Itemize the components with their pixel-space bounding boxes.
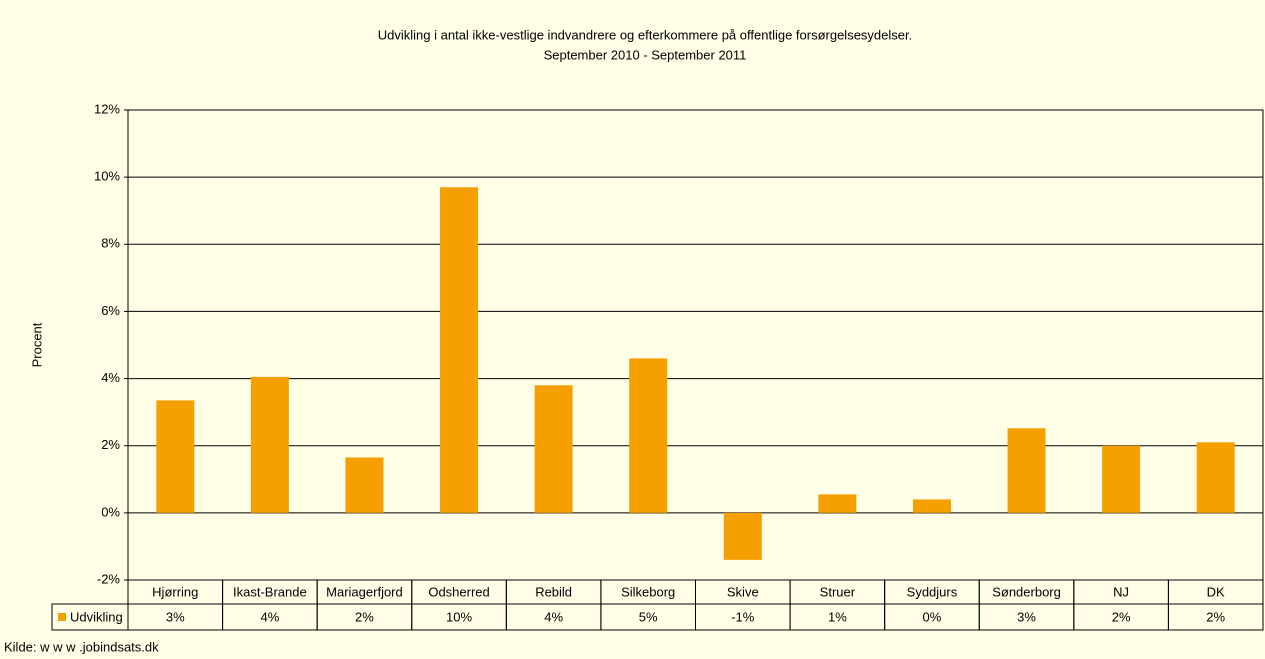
y-tick-label: 4%: [101, 370, 120, 385]
bar: [1007, 428, 1046, 513]
value-label: 2%: [355, 609, 374, 624]
value-label: 3%: [1017, 609, 1036, 624]
bar: [818, 494, 857, 513]
source-note: Kilde: w w w .jobindsats.dk: [4, 639, 159, 654]
value-label: 2%: [1112, 609, 1131, 624]
x-tick-label: Syddjurs: [907, 584, 958, 599]
y-tick-label: 10%: [94, 169, 120, 184]
y-tick-label: 8%: [101, 236, 120, 251]
x-tick-label: Hjørring: [152, 584, 198, 599]
chart-subtitle: September 2010 - September 2011: [544, 47, 747, 62]
x-tick-label: NJ: [1113, 584, 1129, 599]
bar: [250, 376, 289, 513]
value-label: 1%: [828, 609, 847, 624]
plot-border: [127, 109, 1264, 581]
chart-title: Udvikling i antal ikke-vestlige indvandr…: [378, 27, 912, 42]
x-tick-label: Skive: [727, 584, 759, 599]
value-label: 0%: [923, 609, 942, 624]
x-tick-label: Silkeborg: [621, 584, 675, 599]
x-tick-label: Odsherred: [428, 584, 489, 599]
y-axis-label: Procent: [29, 322, 44, 367]
x-tick-label: Ikast-Brande: [233, 584, 307, 599]
value-label: 4%: [260, 609, 279, 624]
bar: [440, 187, 479, 513]
bar: [912, 499, 951, 513]
bar: [723, 512, 762, 560]
bar: [534, 385, 573, 513]
y-tick-label: 12%: [94, 101, 120, 116]
value-label: 2%: [1206, 609, 1225, 624]
x-tick-label: DK: [1207, 584, 1225, 599]
x-tick-label: Mariagerfjord: [326, 584, 403, 599]
x-tick-label: Sønderborg: [992, 584, 1061, 599]
bar: [1196, 442, 1235, 513]
value-label: 3%: [166, 609, 185, 624]
y-tick-label: -2%: [97, 571, 121, 586]
table-cell: [1167, 603, 1264, 631]
x-tick-label: Rebild: [535, 584, 572, 599]
x-tick-label: Struer: [820, 584, 856, 599]
value-label: 4%: [544, 609, 563, 624]
value-label: 5%: [639, 609, 658, 624]
bar: [156, 400, 195, 513]
y-tick-label: 6%: [101, 303, 120, 318]
bar: [629, 358, 668, 513]
value-label: -1%: [731, 609, 755, 624]
bar: [345, 457, 384, 513]
y-tick-label: 0%: [101, 504, 120, 519]
bar: [1102, 445, 1141, 513]
value-label: 10%: [446, 609, 472, 624]
y-tick-label: 2%: [101, 437, 120, 452]
legend-label: Udvikling: [70, 609, 123, 624]
legend-swatch: [58, 613, 66, 621]
